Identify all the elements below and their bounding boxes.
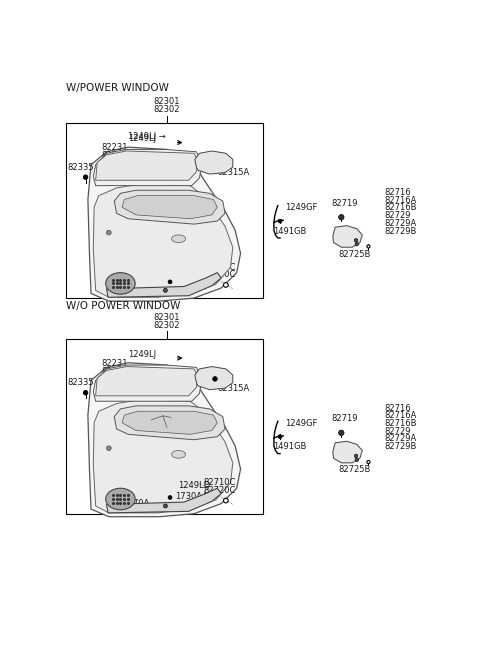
Text: W/POWER WINDOW: W/POWER WINDOW (66, 83, 169, 93)
Polygon shape (122, 196, 217, 219)
Text: 82729A: 82729A (384, 434, 416, 443)
Ellipse shape (106, 272, 135, 294)
Circle shape (354, 238, 358, 242)
Circle shape (224, 498, 228, 503)
Text: 1730AA: 1730AA (175, 492, 208, 501)
Polygon shape (333, 226, 362, 247)
Text: 82729B: 82729B (384, 227, 416, 236)
Text: 82380: 82380 (120, 290, 147, 299)
Text: 82716: 82716 (384, 188, 410, 197)
Polygon shape (93, 365, 202, 402)
Text: 82231: 82231 (101, 143, 128, 153)
Circle shape (278, 219, 282, 223)
Polygon shape (333, 441, 362, 463)
Text: 82710C: 82710C (204, 478, 236, 487)
Text: 82719: 82719 (331, 199, 358, 208)
Text: 82725B: 82725B (338, 250, 371, 259)
Circle shape (107, 231, 111, 235)
Text: 82720C: 82720C (204, 486, 236, 495)
Polygon shape (195, 151, 233, 174)
Text: 82719: 82719 (331, 415, 358, 423)
Text: 82720C: 82720C (204, 271, 236, 280)
Text: 82302: 82302 (154, 105, 180, 114)
Ellipse shape (172, 451, 186, 458)
Polygon shape (88, 363, 240, 517)
Text: 82725B: 82725B (338, 465, 371, 474)
Text: 1249GF: 1249GF (285, 419, 317, 428)
Circle shape (83, 175, 88, 179)
Text: 1730AA: 1730AA (175, 276, 208, 286)
Circle shape (213, 377, 217, 381)
Text: 1249LJ: 1249LJ (128, 134, 156, 143)
Circle shape (164, 504, 168, 508)
Text: 82370A: 82370A (118, 499, 150, 508)
Circle shape (164, 288, 168, 292)
Text: 82716: 82716 (384, 403, 410, 413)
Circle shape (83, 390, 88, 395)
Text: 1491GB: 1491GB (273, 227, 307, 236)
Ellipse shape (106, 488, 135, 510)
Text: 82716A: 82716A (384, 411, 416, 421)
Circle shape (338, 430, 344, 436)
Text: 82335: 82335 (67, 378, 94, 387)
Circle shape (278, 435, 282, 439)
Text: 82370A: 82370A (118, 284, 150, 293)
Text: 82729: 82729 (384, 427, 410, 436)
Polygon shape (96, 367, 198, 396)
Polygon shape (107, 488, 221, 513)
Circle shape (338, 214, 344, 220)
Text: 82301: 82301 (154, 97, 180, 106)
Circle shape (224, 283, 228, 288)
Text: 82335: 82335 (67, 162, 94, 172)
Text: 82302: 82302 (154, 320, 180, 329)
Text: 82729: 82729 (384, 211, 410, 220)
Text: 1491GB: 1491GB (273, 442, 307, 451)
Text: 82380: 82380 (120, 506, 147, 515)
Text: 82315A: 82315A (217, 384, 250, 392)
Text: 1249LD: 1249LD (178, 265, 210, 274)
Text: 82716B: 82716B (384, 204, 417, 212)
Circle shape (168, 496, 172, 499)
Polygon shape (195, 367, 233, 390)
Text: 1249GF: 1249GF (285, 204, 317, 212)
Polygon shape (93, 149, 202, 185)
Ellipse shape (172, 235, 186, 242)
Bar (66, 339, 263, 514)
Circle shape (354, 454, 358, 458)
Circle shape (355, 242, 359, 246)
Text: 82241: 82241 (101, 151, 128, 160)
Text: 82716B: 82716B (384, 419, 417, 428)
Polygon shape (107, 272, 221, 297)
Text: 82301: 82301 (154, 313, 180, 322)
Text: 82315A: 82315A (217, 168, 250, 177)
Polygon shape (96, 151, 198, 180)
Text: 82231: 82231 (101, 359, 128, 368)
Text: 82729B: 82729B (384, 442, 416, 451)
Circle shape (168, 280, 172, 284)
Circle shape (367, 245, 370, 248)
Polygon shape (93, 400, 233, 513)
Text: 82716A: 82716A (384, 196, 416, 205)
Circle shape (107, 446, 111, 451)
Text: 1249LD: 1249LD (178, 481, 210, 490)
Polygon shape (88, 147, 240, 301)
Polygon shape (93, 184, 233, 297)
Polygon shape (122, 411, 217, 434)
Circle shape (213, 161, 217, 166)
Text: 82710C: 82710C (204, 263, 236, 272)
Circle shape (367, 460, 370, 464)
Text: 82241: 82241 (101, 367, 128, 376)
Polygon shape (114, 406, 225, 440)
Text: 82729A: 82729A (384, 219, 416, 228)
Circle shape (355, 458, 359, 461)
Bar (66, 123, 263, 298)
Polygon shape (114, 190, 225, 224)
Text: 1249LJ →: 1249LJ → (128, 132, 166, 141)
Text: W/O POWER WINDOW: W/O POWER WINDOW (66, 301, 180, 310)
Text: 1249LJ: 1249LJ (128, 350, 156, 359)
